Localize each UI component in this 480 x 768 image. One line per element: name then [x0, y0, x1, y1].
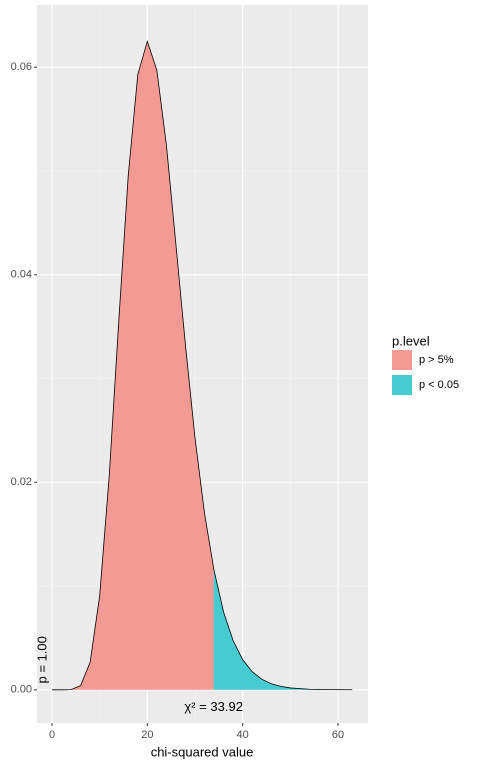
- y-tick-label: 0.00: [11, 684, 32, 696]
- legend-title: p.level: [392, 333, 430, 348]
- y-tick-label: 0.06: [11, 61, 32, 73]
- x-axis-label: chi-squared value: [151, 744, 254, 759]
- legend-key: [392, 350, 412, 370]
- legend-label: p > 5%: [419, 354, 454, 366]
- annotation: χ² = 33.92: [184, 699, 243, 714]
- density-line: [52, 39, 215, 691]
- legend-label: p < 0.05: [419, 379, 459, 391]
- legend-key: [392, 375, 412, 395]
- x-tick-label: 60: [332, 729, 344, 741]
- x-tick-label: 0: [49, 729, 55, 741]
- y-tick-label: 0.02: [11, 476, 32, 488]
- area: [213, 568, 353, 690]
- annotation: p = 1.00: [34, 636, 49, 683]
- area: [52, 41, 214, 690]
- y-tick-label: 0.04: [11, 269, 32, 281]
- x-tick-label: 20: [141, 729, 153, 741]
- density-line: [213, 568, 353, 691]
- x-tick-label: 40: [237, 729, 249, 741]
